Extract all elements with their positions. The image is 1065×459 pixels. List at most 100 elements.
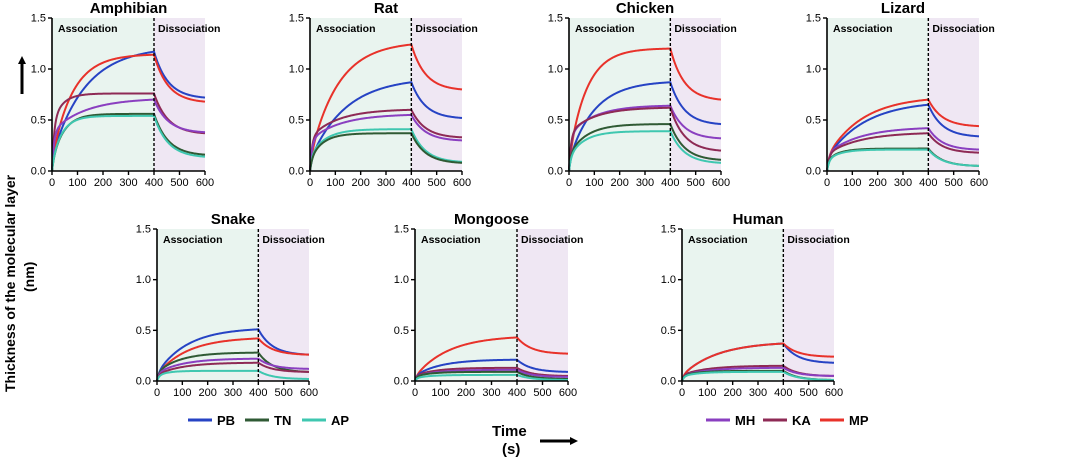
series-mp-line [309, 43, 463, 172]
association-phase-bg [569, 18, 671, 171]
dissociation-label: Dissociation [674, 23, 736, 35]
x-tick-label: 200 [610, 177, 628, 189]
series-pb-line [568, 81, 722, 172]
y-tick-label: 1.5 [31, 13, 46, 25]
series-ka-line [568, 106, 722, 172]
dissociation-label: Dissociation [415, 23, 477, 35]
x-tick-label: 200 [723, 387, 741, 399]
panel-amphibian: Association Dissociation Amphibian 0.0 0.5 1.… [31, 0, 221, 189]
y-tick-label: 1.0 [31, 64, 46, 76]
panel-rat: Association Dissociation Rat 0.0 0.5 1.0 1.5 0 1… [289, 0, 478, 189]
panel-title: Snake [211, 211, 255, 228]
series-ap-line [826, 148, 980, 172]
x-tick-label: 300 [636, 177, 654, 189]
y-tick-label: 1.0 [136, 274, 151, 286]
y-tick-label: 1.5 [136, 224, 151, 236]
x-tick-label: 400 [661, 177, 679, 189]
x-tick-label: 0 [412, 387, 418, 399]
dissociation-phase-bg [928, 18, 979, 171]
y-tick-label: 1.0 [548, 64, 563, 76]
x-tick-label: 100 [843, 177, 861, 189]
series-mh-line [309, 113, 463, 172]
series-mh-line [826, 127, 980, 172]
x-tick-label: 500 [799, 387, 817, 399]
x-tick-label: 0 [49, 177, 55, 189]
y-tick-label: 1.0 [806, 64, 821, 76]
association-label: Association [421, 234, 481, 246]
y-tick-label: 0.5 [806, 115, 821, 127]
x-tick-label: 100 [431, 387, 449, 399]
association-label: Association [833, 23, 893, 35]
series-tn-line [309, 132, 463, 172]
x-tick-label: 600 [825, 387, 843, 399]
x-tick-label: 500 [170, 177, 188, 189]
x-tick-label: 200 [198, 387, 216, 399]
association-label: Association [163, 234, 223, 246]
series-mp-line [51, 53, 206, 172]
x-tick-label: 500 [533, 387, 551, 399]
series-mp-line [414, 336, 569, 382]
series-ka-line [414, 366, 569, 382]
y-tick-label: 1.5 [548, 13, 563, 25]
series-ap-line [309, 128, 463, 172]
y-tick-label: 1.5 [289, 13, 304, 25]
y-tick-label: 0.0 [806, 166, 821, 178]
x-tick-label: 400 [774, 387, 792, 399]
panel-title: Chicken [616, 0, 674, 17]
y-tick-label: 0.5 [136, 325, 151, 337]
x-tick-label: 100 [698, 387, 716, 399]
x-tick-label: 400 [919, 177, 937, 189]
series-mh-line [51, 98, 206, 172]
dissociation-phase-bg [670, 18, 721, 171]
series-mp-line [681, 342, 835, 382]
association-label: Association [575, 23, 635, 35]
panel-title: Human [733, 211, 784, 228]
series-mp-line [826, 98, 980, 172]
y-tick-label: 0.5 [661, 325, 676, 337]
dissociation-label: Dissociation [158, 23, 220, 35]
dissociation-label: Dissociation [262, 234, 324, 246]
x-tick-label: 500 [686, 177, 704, 189]
dissociation-label: Dissociation [932, 23, 994, 35]
x-tick-label: 300 [377, 177, 395, 189]
x-axis-label: Time [492, 423, 527, 440]
y-tick-label: 0.0 [548, 166, 563, 178]
panel-snake: Association Dissociation Snake 0.0 0.5 1.0 1.5… [136, 211, 325, 399]
x-tick-label: 400 [249, 387, 267, 399]
x-tick-label: 100 [326, 177, 344, 189]
association-label: Association [58, 23, 118, 35]
legend-label-ka: KA [792, 413, 811, 428]
y-tick-label: 1.5 [661, 224, 676, 236]
x-axis-unit: (s) [502, 441, 520, 458]
x-tick-label: 500 [427, 177, 445, 189]
dissociation-phase-bg [517, 229, 568, 381]
dissociation-phase-bg [783, 229, 834, 381]
association-label: Association [688, 234, 748, 246]
x-tick-label: 200 [457, 387, 475, 399]
x-tick-label: 0 [154, 387, 160, 399]
panel-title: Lizard [881, 0, 925, 17]
y-tick-label: 1.0 [289, 64, 304, 76]
series-mh-line [156, 357, 310, 382]
legend-label-mp: MP [849, 413, 869, 428]
x-tick-label: 100 [173, 387, 191, 399]
x-tick-label: 600 [712, 177, 730, 189]
association-label: Association [316, 23, 376, 35]
x-tick-label: 500 [944, 177, 962, 189]
x-tick-label: 500 [274, 387, 292, 399]
dissociation-label: Dissociation [787, 234, 849, 246]
x-tick-label: 200 [868, 177, 886, 189]
y-tick-label: 0.0 [136, 376, 151, 388]
series-mp-line [568, 47, 722, 172]
association-phase-bg [157, 229, 259, 381]
dissociation-phase-bg [411, 18, 462, 171]
x-tick-label: 100 [585, 177, 603, 189]
legend-label-mh: MH [735, 413, 755, 428]
y-axis-unit: (nm) [21, 262, 37, 292]
x-tick-label: 300 [482, 387, 500, 399]
legend-left: PB TN AP [188, 413, 349, 428]
x-axis-title: Time (s) [492, 423, 578, 458]
panel-title: Mongoose [454, 211, 529, 228]
